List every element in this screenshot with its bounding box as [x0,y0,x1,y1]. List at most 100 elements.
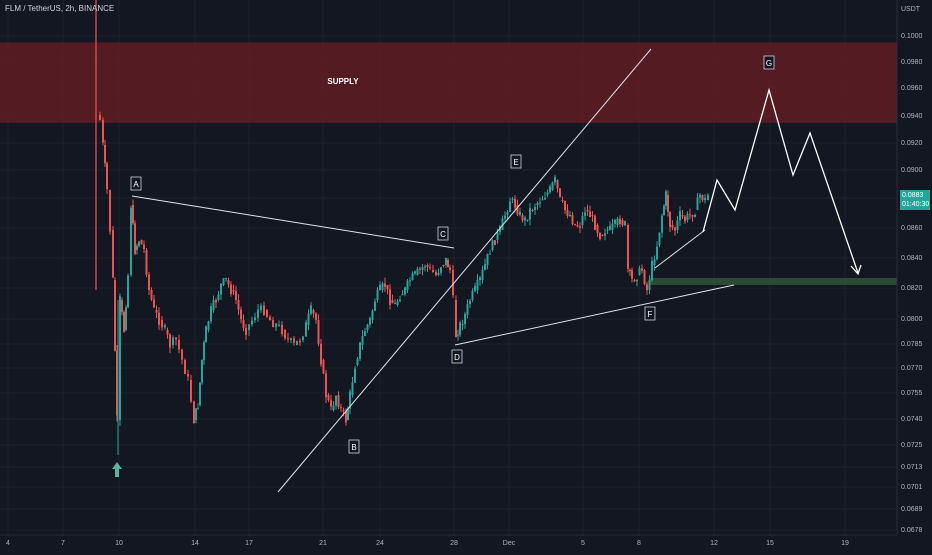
candle-body [349,391,351,409]
candle-body [656,246,658,260]
candle-body [681,215,684,217]
wave-label-f: F [648,310,653,319]
wave-label-box-d [451,349,463,364]
y-tick-label: 0.0940 [901,113,923,120]
candle-body [499,226,501,233]
candle-body [121,300,123,312]
candle-body [614,220,616,224]
current-price-value: 0.0883 [902,192,924,199]
candle-body [661,215,663,233]
projection-arrowhead [850,264,862,276]
candle-body [99,115,101,120]
candle-body [269,316,271,321]
candle-body [419,268,421,270]
candle-body [609,225,611,230]
candle-body [215,300,217,303]
candle-body [340,407,342,409]
candle-body [404,287,406,295]
candle-body [284,330,286,339]
wave-label-d: D [454,353,460,362]
candle-body [123,311,125,332]
trendline-lower-upper [277,48,652,493]
candle-body [104,145,106,164]
candle-body [684,216,686,222]
candle-body [704,197,706,201]
y-tick-label: 0.1000 [901,33,923,40]
x-tick-label: 21 [319,540,327,547]
candle-body [317,320,320,344]
candle-body [158,312,160,325]
candle-body [272,320,274,328]
candle-body [337,395,340,408]
candle-body [669,212,671,227]
candle-body [327,395,330,401]
candle-body [432,270,434,273]
candle-body [251,320,253,325]
candle-body [310,305,312,314]
candle-body [172,337,174,345]
y-tick-label: 0.0800 [901,316,923,323]
candle-body [469,300,471,305]
up-arrow-icon [112,462,122,477]
supply-zone-label: SUPPLY [327,77,359,86]
candle-body [424,266,426,268]
candle-body [325,373,327,398]
candle-body [474,285,476,291]
candle-body [676,220,679,230]
candle-body [248,324,250,330]
candle-body [549,186,551,193]
candle-body [519,211,521,215]
candle-body [401,294,404,296]
candle-body [132,205,134,224]
candle-body [426,265,429,268]
wave-label-a: A [133,180,139,189]
candle-body [440,267,442,273]
candle-body [351,382,354,395]
y-tick-label: 0.0840 [901,255,923,262]
candle-body [161,320,163,328]
candle-body [361,335,364,345]
candle-body [491,240,494,250]
y-tick-label: 0.0755 [901,390,923,397]
x-tick-label: 19 [841,540,849,547]
candle-body [364,331,366,336]
candle-body [411,273,414,280]
candle-body [359,342,361,359]
candle-body [287,338,289,340]
candle-body [621,220,624,226]
candle-body [581,216,584,225]
candle-body [611,223,614,230]
candle-body [584,212,586,217]
candle-body [574,224,576,226]
candle-body [322,360,325,374]
candle-body [599,232,601,240]
price-axis-currency: USDT [901,6,921,13]
candle-body [707,194,709,200]
candle-body [178,340,180,350]
trendline-a-c [131,195,455,249]
candle-body [576,225,579,227]
trendline-d-f [454,284,735,346]
candle-body [399,299,401,302]
candle-body [658,232,661,245]
candle-body [235,291,237,300]
candle-body [379,285,381,291]
candle-body [556,180,559,189]
candle-body [624,221,626,226]
candle-body [371,310,374,320]
candle-body [494,240,496,245]
candle-body [442,265,445,266]
candle-body [619,218,621,225]
candle-body [227,280,230,285]
candle-body [406,280,409,290]
y-tick-label: 0.0920 [901,140,923,147]
y-tick-label: 0.0980 [901,59,923,66]
candle-body [636,279,638,282]
candle-body [524,217,526,221]
y-tick-label: 0.0678 [901,527,923,534]
candle-body [604,233,606,236]
candle-body [112,230,114,278]
wave-label-b: B [351,443,356,452]
candle-body [199,382,201,405]
